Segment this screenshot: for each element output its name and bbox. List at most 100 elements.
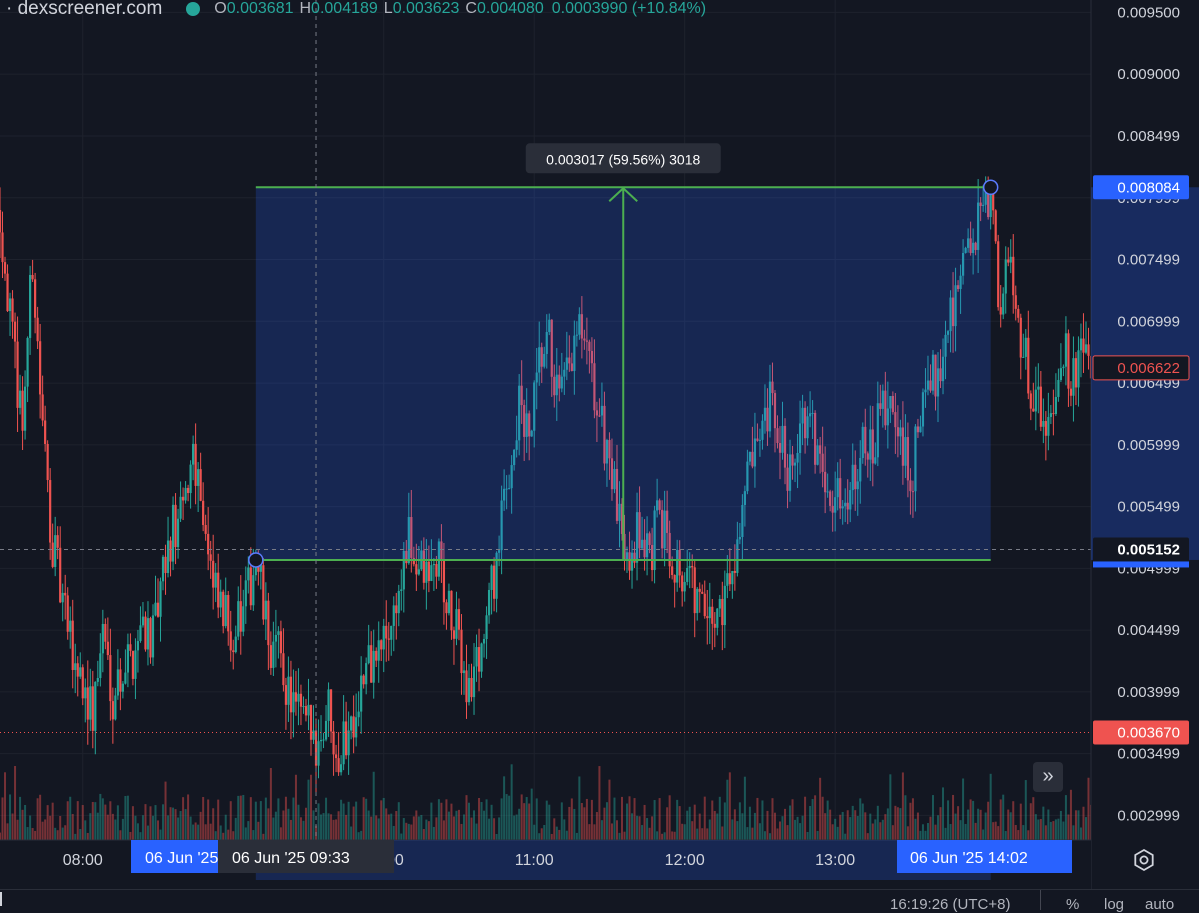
candle-body bbox=[156, 602, 160, 617]
volume-bar bbox=[46, 805, 49, 840]
volume-bar bbox=[470, 817, 473, 840]
volume-bar bbox=[523, 803, 526, 840]
candle-body bbox=[395, 605, 398, 614]
volume-bar bbox=[984, 812, 987, 840]
candle-body bbox=[540, 347, 543, 367]
volume-bar bbox=[352, 806, 355, 840]
candle-body bbox=[239, 601, 242, 632]
volume-bar bbox=[756, 797, 759, 840]
candle-body bbox=[207, 533, 210, 555]
candle-body bbox=[337, 758, 340, 773]
volume-bar bbox=[56, 830, 59, 840]
candle-body bbox=[513, 449, 516, 466]
log-toggle[interactable]: log bbox=[1104, 896, 1125, 913]
candle-body bbox=[733, 570, 736, 573]
candle-body bbox=[390, 625, 393, 640]
candle-body bbox=[222, 591, 225, 627]
candle-body bbox=[370, 645, 373, 683]
candle-body bbox=[783, 425, 787, 468]
volume-bar bbox=[666, 807, 669, 840]
volume-bar bbox=[380, 800, 383, 840]
candle-body bbox=[498, 550, 501, 553]
candle-body bbox=[959, 275, 962, 289]
candle-body bbox=[914, 426, 917, 492]
volume-bar bbox=[879, 822, 882, 840]
candle-body bbox=[1034, 389, 1037, 412]
volume-bar bbox=[648, 827, 651, 840]
candle-body bbox=[909, 480, 912, 492]
candle-body bbox=[1074, 358, 1078, 388]
candle-body bbox=[131, 650, 135, 679]
candle-body bbox=[894, 412, 897, 428]
volume-bar bbox=[585, 798, 588, 840]
volume-bar bbox=[410, 824, 413, 840]
candle-body bbox=[1087, 344, 1090, 356]
volume-bar bbox=[24, 805, 27, 840]
volume-bar bbox=[495, 833, 498, 840]
volume-bar bbox=[1082, 806, 1085, 840]
volume-bar bbox=[237, 795, 240, 840]
candle-body bbox=[1012, 256, 1015, 296]
volume-bar bbox=[292, 797, 295, 840]
candle-body bbox=[362, 675, 365, 685]
volume-bar bbox=[761, 800, 764, 840]
auto-toggle[interactable]: auto bbox=[1145, 896, 1175, 913]
price-range-measure[interactable]: 0.003017 (59.56%) 3018 bbox=[248, 143, 999, 568]
volume-bar bbox=[244, 827, 247, 840]
candle-body bbox=[467, 677, 471, 703]
candle-body bbox=[931, 354, 935, 391]
candle-body bbox=[224, 594, 227, 627]
time-tick-label: 08:00 bbox=[63, 852, 103, 869]
volume-bar bbox=[440, 802, 443, 840]
candle-body bbox=[317, 741, 320, 766]
candle-body bbox=[1042, 421, 1045, 427]
candle-body bbox=[367, 645, 370, 664]
scroll-to-realtime-button[interactable]: » bbox=[1033, 762, 1063, 792]
high-value: 0.004189 bbox=[311, 0, 378, 17]
candle-body bbox=[530, 430, 533, 437]
candle-body bbox=[176, 518, 180, 548]
candle-body bbox=[598, 415, 601, 417]
candle-body bbox=[166, 540, 170, 574]
candle-body bbox=[106, 641, 109, 656]
candle-body bbox=[518, 385, 521, 441]
volume-bar bbox=[1037, 819, 1040, 840]
volume-bar bbox=[1019, 803, 1022, 840]
candle-body bbox=[136, 641, 140, 651]
candle-body bbox=[194, 443, 197, 486]
crosshair bbox=[0, 0, 1091, 840]
volume-bar bbox=[365, 798, 368, 840]
volume-bar bbox=[588, 824, 591, 840]
volume-bar bbox=[615, 820, 618, 840]
candle-body bbox=[633, 552, 636, 563]
candle-body bbox=[212, 560, 215, 588]
volume-bar bbox=[603, 807, 606, 840]
candle-body bbox=[776, 428, 779, 444]
chart-settings-icon[interactable] bbox=[1132, 848, 1156, 872]
price-axis[interactable]: 0.0095000.0090000.0084990.0079990.007499… bbox=[1090, 0, 1199, 889]
percent-toggle[interactable]: % bbox=[1066, 896, 1080, 913]
calendar-icon[interactable] bbox=[0, 892, 2, 906]
volume-bar bbox=[312, 810, 315, 840]
candle-body bbox=[179, 496, 182, 519]
volume-bar bbox=[926, 823, 929, 840]
candle-body bbox=[844, 502, 847, 507]
candle-body bbox=[656, 500, 659, 511]
volume-bar bbox=[480, 802, 483, 840]
candle-body bbox=[500, 500, 503, 551]
volume-bar bbox=[540, 828, 543, 840]
volume-bar bbox=[417, 816, 420, 840]
candle-body bbox=[181, 496, 185, 501]
volume-bar bbox=[568, 806, 571, 840]
candle-body bbox=[1044, 421, 1047, 436]
symbol-label[interactable]: · dexscreener.com bbox=[6, 0, 163, 19]
volume-bar bbox=[1032, 797, 1035, 840]
candle-body bbox=[450, 590, 453, 631]
volume-bar bbox=[249, 797, 252, 840]
current-time[interactable]: 16:19:26 (UTC+8) bbox=[890, 896, 1011, 913]
volume-bar bbox=[294, 774, 297, 840]
volume-bar bbox=[493, 818, 496, 840]
